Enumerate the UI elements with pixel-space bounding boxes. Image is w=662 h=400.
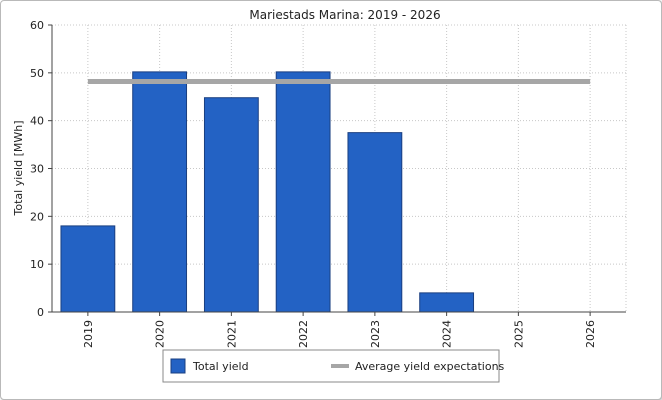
legend: Total yield Average yield expectations xyxy=(162,349,505,383)
bars xyxy=(60,71,475,313)
y-tick-label: 0 xyxy=(37,306,44,319)
x-tick-label: 2025 xyxy=(512,320,525,348)
y-tick-label: 30 xyxy=(30,163,44,176)
y-tick-label: 40 xyxy=(30,115,44,128)
x-tick-label: 2026 xyxy=(584,320,597,348)
y-axis-label: Total yield [MWh] xyxy=(12,121,25,217)
y-tick-label: 20 xyxy=(30,210,44,223)
bar-2023 xyxy=(347,132,403,313)
y-tick-label: 60 xyxy=(30,19,44,32)
legend-label-total-yield: Total yield xyxy=(192,360,249,373)
x-tick-label: 2019 xyxy=(82,320,95,348)
x-tick-label: 2021 xyxy=(225,320,238,348)
legend-swatch-average-yield xyxy=(331,364,349,368)
chart-title: Mariestads Marina: 2019 - 2026 xyxy=(249,8,440,22)
x-tick-label: 2024 xyxy=(441,320,454,348)
legend-swatch-total-yield xyxy=(170,358,186,374)
bar-2024 xyxy=(419,292,475,313)
bar-2021 xyxy=(203,97,259,313)
y-tick-label: 10 xyxy=(30,258,44,271)
y-tick-label: 50 xyxy=(30,67,44,80)
x-tick-labels: 2019 2020 2021 2022 2023 2024 2025 2026 xyxy=(82,312,597,348)
y-tick-labels: 0 10 20 30 40 50 60 xyxy=(30,19,52,319)
x-tick-label: 2022 xyxy=(297,320,310,348)
x-tick-label: 2023 xyxy=(369,320,382,348)
legend-label-average-yield: Average yield expectations xyxy=(355,360,505,373)
bar-2022 xyxy=(275,71,331,313)
bar-2020 xyxy=(132,71,188,313)
x-tick-label: 2020 xyxy=(154,320,167,348)
bar-2019 xyxy=(60,225,116,313)
